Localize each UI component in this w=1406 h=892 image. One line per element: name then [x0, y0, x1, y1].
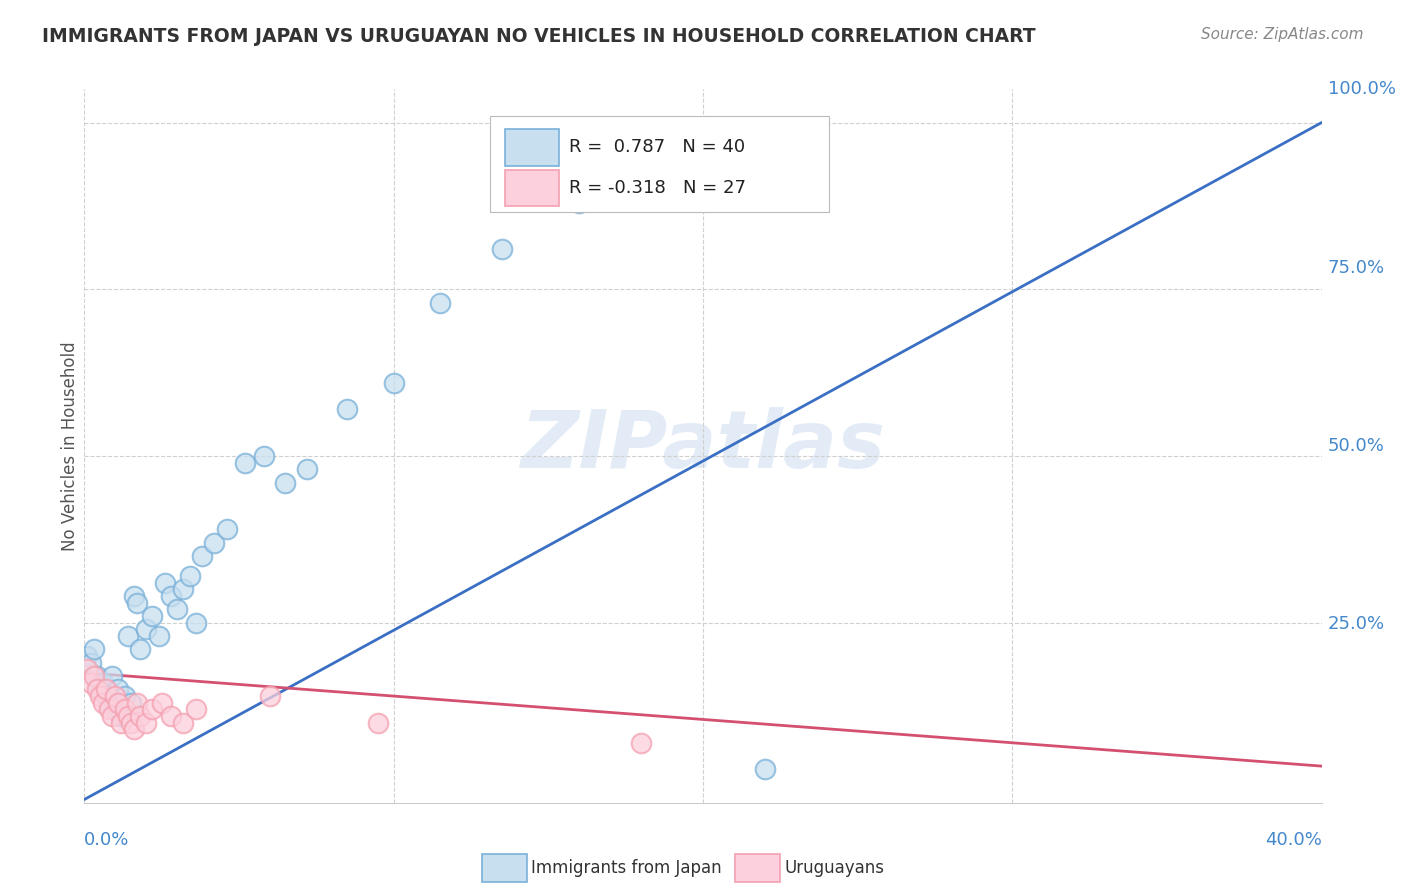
Point — [86, 669, 108, 683]
Point — [94, 682, 117, 697]
Point — [83, 642, 105, 657]
Text: ZIPatlas: ZIPatlas — [520, 407, 886, 485]
Point — [120, 715, 142, 730]
Point — [135, 715, 157, 730]
Point — [215, 522, 238, 536]
Text: R =  0.787   N = 40: R = 0.787 N = 40 — [569, 138, 745, 156]
Text: 0.0%: 0.0% — [84, 831, 129, 849]
Point — [91, 675, 114, 690]
Point — [125, 596, 148, 610]
Point — [160, 709, 183, 723]
Point — [89, 682, 111, 697]
Point — [107, 682, 129, 697]
Point — [233, 456, 256, 470]
Text: 75.0%: 75.0% — [1327, 259, 1385, 277]
Text: Source: ZipAtlas.com: Source: ZipAtlas.com — [1201, 27, 1364, 42]
Point — [336, 402, 359, 417]
Point — [754, 763, 776, 777]
Point — [120, 696, 142, 710]
Point — [104, 702, 127, 716]
Point — [148, 629, 170, 643]
Point — [122, 723, 145, 737]
Point — [110, 715, 132, 730]
Point — [153, 575, 176, 590]
Point — [98, 696, 121, 710]
Text: 100.0%: 100.0% — [1327, 80, 1396, 98]
FancyBboxPatch shape — [505, 169, 560, 206]
Point — [107, 696, 129, 710]
Point — [94, 689, 117, 703]
Text: R = -0.318   N = 27: R = -0.318 N = 27 — [569, 178, 747, 196]
Point — [179, 569, 201, 583]
Point — [491, 242, 513, 256]
Point — [568, 195, 591, 210]
Point — [184, 615, 207, 630]
Point — [295, 462, 318, 476]
Point — [253, 449, 276, 463]
Point — [367, 715, 389, 730]
Point — [83, 669, 105, 683]
Point — [114, 689, 136, 703]
Point — [79, 675, 101, 690]
Text: 40.0%: 40.0% — [1265, 831, 1322, 849]
Point — [382, 376, 405, 390]
Text: IMMIGRANTS FROM JAPAN VS URUGUAYAN NO VEHICLES IN HOUSEHOLD CORRELATION CHART: IMMIGRANTS FROM JAPAN VS URUGUAYAN NO VE… — [42, 27, 1036, 45]
Point — [104, 689, 127, 703]
Point — [166, 602, 188, 616]
Point — [86, 682, 108, 697]
Point — [101, 669, 124, 683]
Text: 25.0%: 25.0% — [1327, 615, 1385, 633]
Point — [141, 702, 163, 716]
Point — [98, 702, 121, 716]
Point — [91, 696, 114, 710]
Point — [76, 662, 98, 676]
Point — [141, 609, 163, 624]
Point — [110, 709, 132, 723]
Point — [79, 656, 101, 670]
Point — [125, 696, 148, 710]
Text: Uruguayans: Uruguayans — [785, 859, 884, 877]
Text: 50.0%: 50.0% — [1327, 437, 1385, 455]
Text: Immigrants from Japan: Immigrants from Japan — [531, 859, 723, 877]
Y-axis label: No Vehicles in Household: No Vehicles in Household — [62, 341, 80, 551]
Point — [172, 715, 194, 730]
Point — [191, 549, 214, 563]
Point — [122, 589, 145, 603]
Point — [630, 736, 652, 750]
FancyBboxPatch shape — [491, 116, 830, 212]
Point — [429, 295, 451, 310]
FancyBboxPatch shape — [505, 129, 560, 166]
Point — [150, 696, 173, 710]
Point — [160, 589, 183, 603]
Point — [202, 535, 225, 549]
Point — [117, 709, 139, 723]
Point — [129, 709, 152, 723]
Point — [114, 702, 136, 716]
Point — [135, 623, 157, 637]
Point — [129, 642, 152, 657]
Point — [259, 689, 281, 703]
Point — [117, 629, 139, 643]
Point — [274, 475, 297, 490]
Point — [184, 702, 207, 716]
Point — [101, 709, 124, 723]
Point — [89, 689, 111, 703]
Point — [76, 649, 98, 664]
Point — [172, 582, 194, 597]
